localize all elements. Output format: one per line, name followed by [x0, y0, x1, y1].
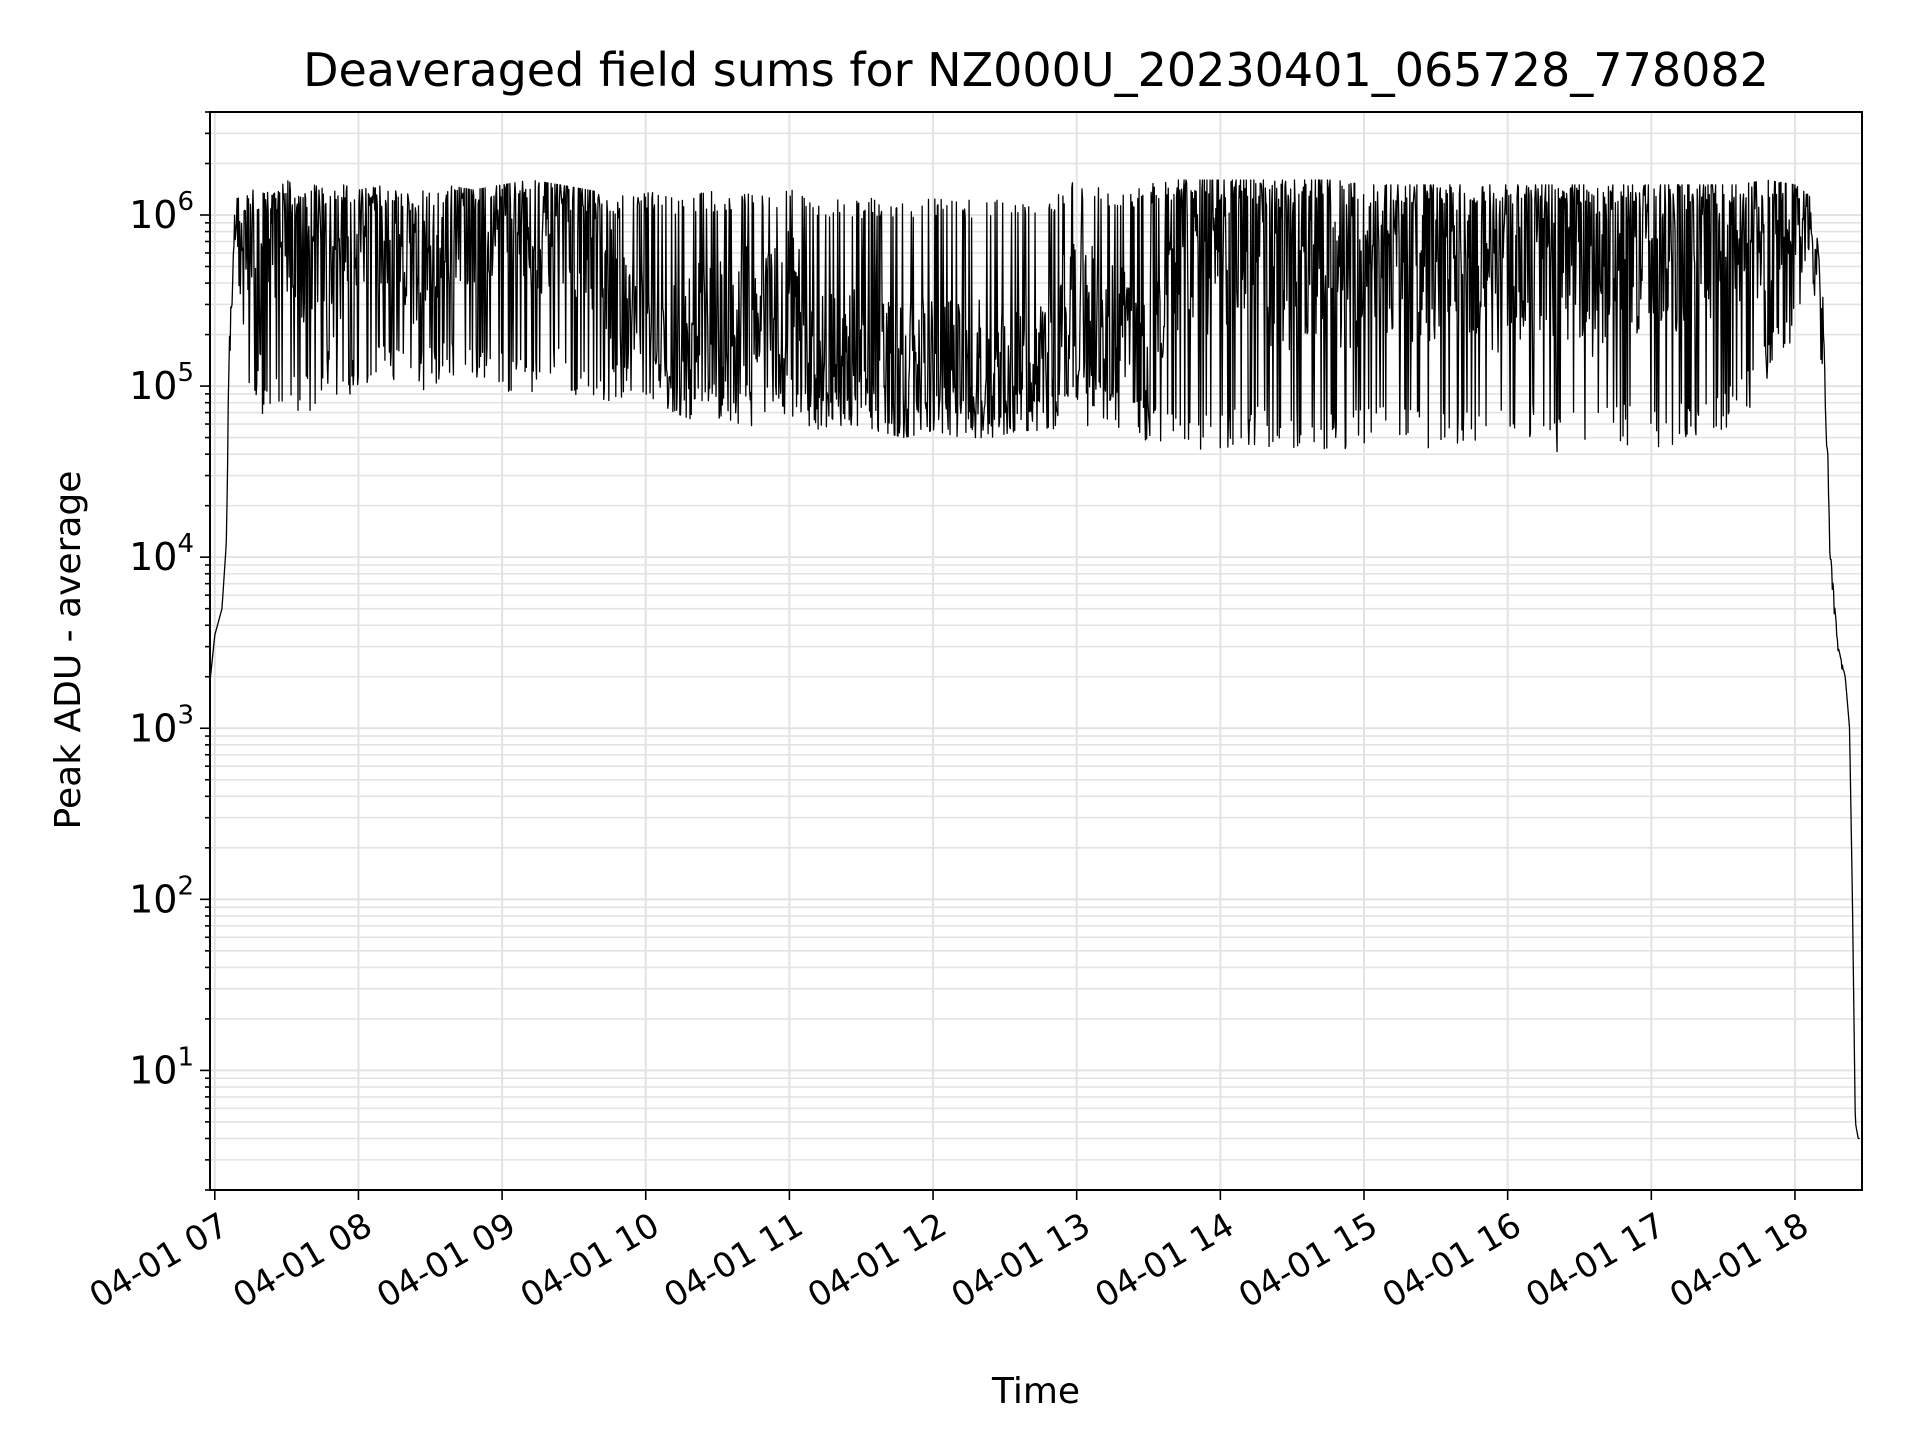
y-tick-label: 102: [129, 871, 194, 921]
y-axis-label: Peak ADU - average: [48, 471, 89, 830]
series-line: [209, 179, 1860, 1140]
plot-frame: [209, 111, 1863, 1191]
grid-lines: [210, 111, 1862, 1191]
x-axis-label: Time: [991, 1371, 1080, 1412]
y-tick-label: 105: [129, 358, 194, 408]
y-tick-label: 101: [129, 1042, 194, 1092]
chart-title: Deaveraged field sums for NZ000U_2023040…: [303, 43, 1769, 97]
y-tick-label: 104: [129, 529, 194, 579]
data-series: [209, 179, 1860, 1140]
y-tick-label: 106: [129, 187, 194, 237]
y-tick-label: 103: [129, 700, 194, 750]
